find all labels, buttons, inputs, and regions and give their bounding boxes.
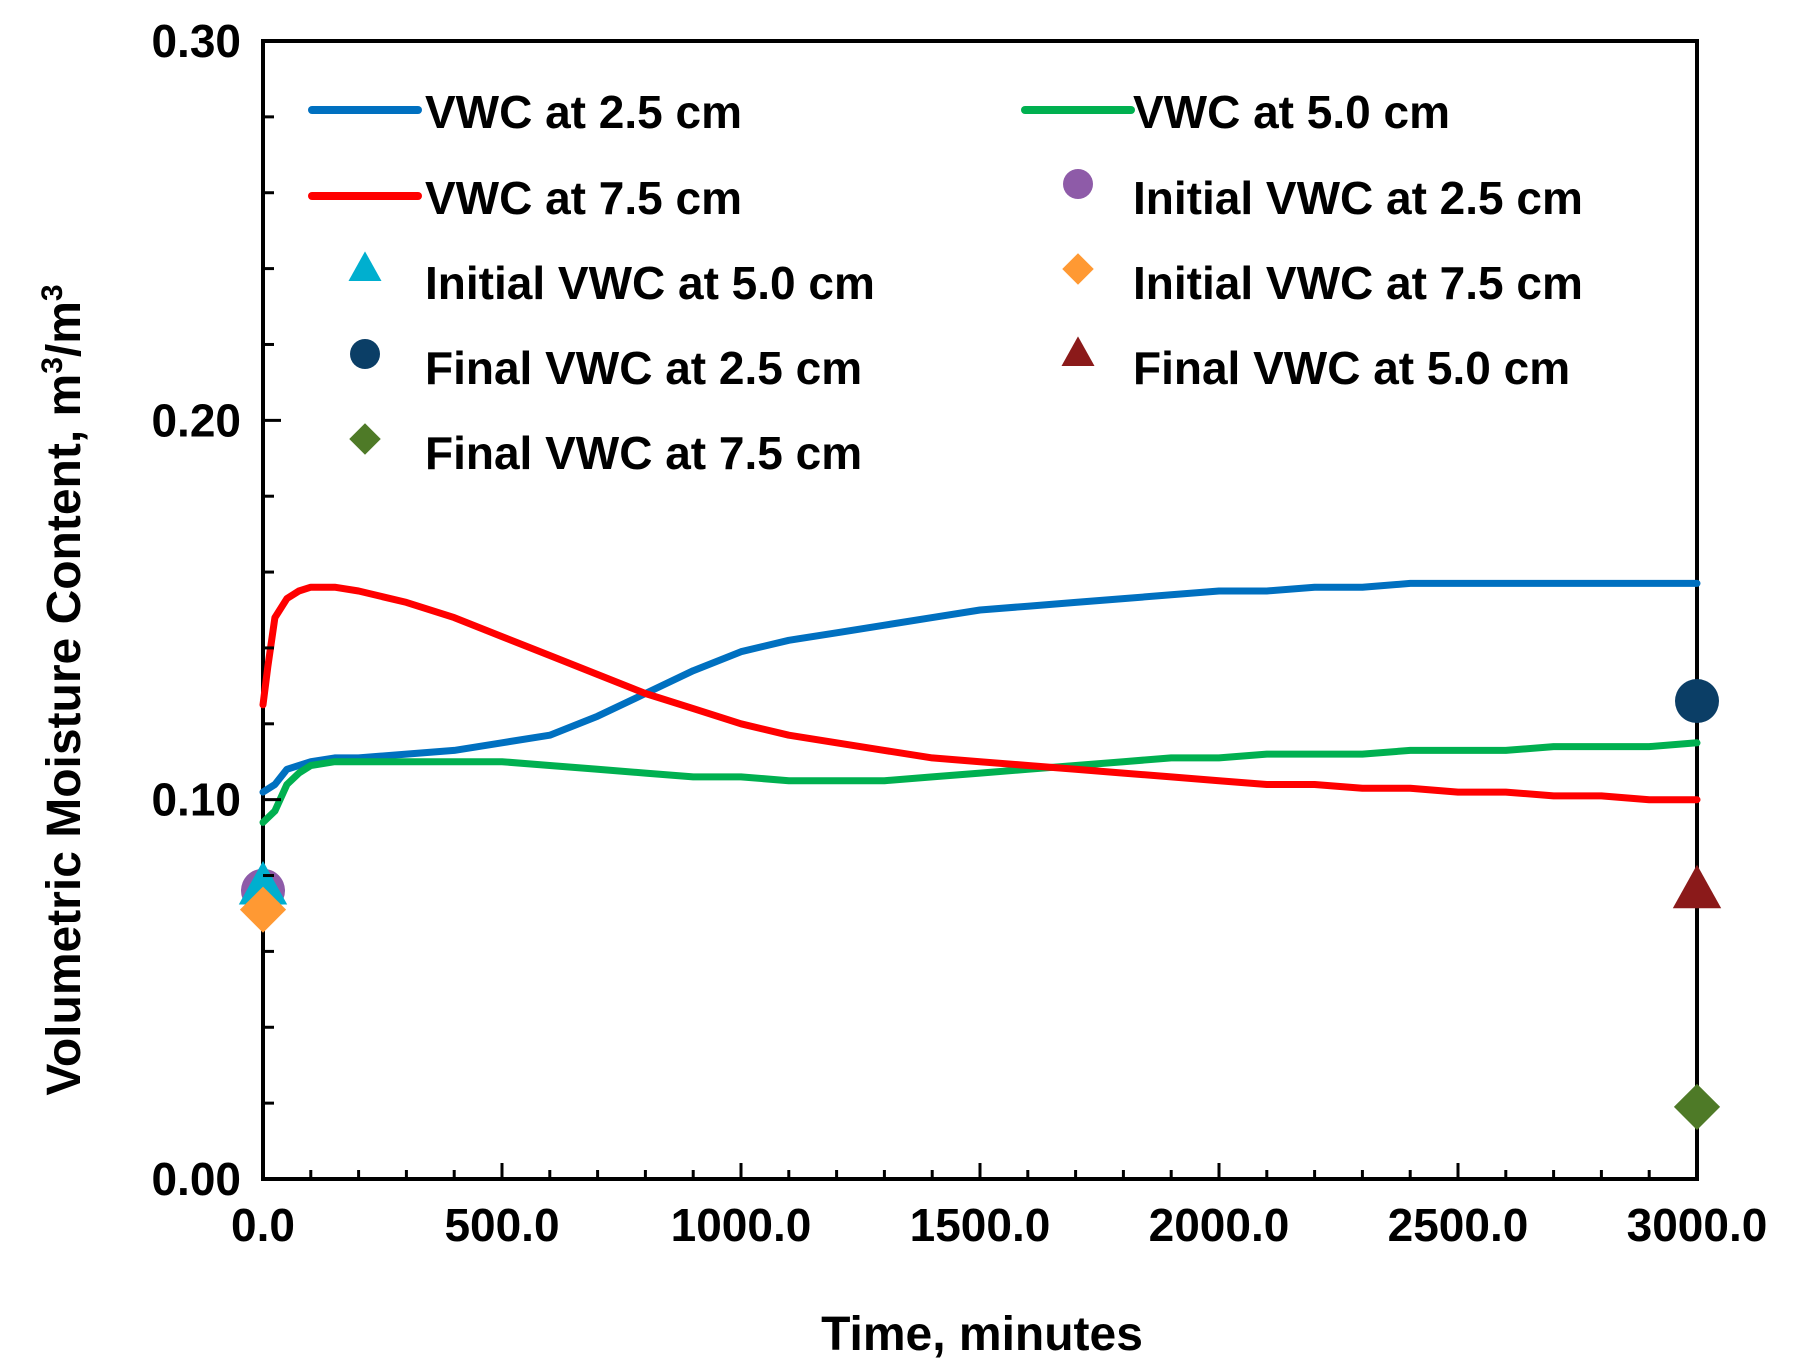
series-line-2 [259, 739, 1701, 826]
legend-label-6: Initial VWC at 7.5 cm [1133, 257, 1583, 309]
point-5 [1672, 864, 1722, 909]
legend-label-4: Initial VWC at 2.5 cm [1133, 172, 1583, 224]
y-tick-label: 0.30 [151, 15, 241, 67]
series-line-3 [259, 583, 1701, 804]
series-line-1 [259, 579, 1701, 796]
legend-swatch-6 [1062, 253, 1094, 285]
marker-layer [238, 679, 1722, 1131]
legend-label-2: VWC at 5.0 cm [1133, 86, 1450, 138]
legend-label-7: Final VWC at 2.5 cm [425, 342, 862, 394]
legend-swatch-4 [1063, 169, 1093, 199]
x-tick-label: 3000.0 [1627, 1199, 1768, 1251]
point-2 [238, 860, 288, 905]
x-tick-label: 500.0 [444, 1199, 559, 1251]
legend-swatch-7 [350, 339, 380, 369]
point-4 [1675, 679, 1719, 724]
legend-label-1: VWC at 2.5 cm [425, 86, 742, 138]
x-tick-label: 2000.0 [1149, 1199, 1290, 1251]
y-axis-title-sup1: 3 [36, 357, 69, 374]
y-axis: 0.00 0.10 0.20 0.30 [151, 15, 281, 1205]
legend-label-3: VWC at 7.5 cm [425, 172, 742, 224]
x-tick-label: 0.0 [231, 1199, 295, 1251]
legend-swatch-5 [348, 251, 382, 281]
legend-label-9: Final VWC at 7.5 cm [425, 427, 862, 479]
x-tick-label: 1000.0 [671, 1199, 812, 1251]
point-3 [239, 886, 287, 933]
x-axis-title: Time, minutes [821, 1308, 1143, 1361]
x-axis: 0.0 500.0 1000.0 1500.0 2000.0 2500.0 3000.0 [231, 1163, 1767, 1251]
series-layer [259, 579, 1701, 826]
x-tick-label: 1500.0 [910, 1199, 1051, 1251]
y-axis-title-main: Volumetric Moisture Content, m [38, 374, 91, 1096]
legend-label-8: Final VWC at 5.0 cm [1133, 342, 1570, 394]
y-axis-title: Volumetric Moisture Content, m3/m3 [36, 284, 91, 1095]
y-axis-title-sup2: 3 [36, 284, 69, 301]
legend-swatch-8 [1061, 336, 1095, 366]
x-tick-label: 2500.0 [1388, 1199, 1529, 1251]
legend-label-5: Initial VWC at 5.0 cm [425, 257, 875, 309]
point-6 [1673, 1083, 1721, 1131]
y-tick-label: 0.20 [151, 394, 241, 446]
legend-swatch-9 [349, 423, 381, 455]
y-axis-title-mid: /m [38, 301, 91, 357]
y-tick-label: 0.00 [151, 1153, 241, 1205]
y-tick-label: 0.10 [151, 774, 241, 826]
legend: VWC at 2.5 cm VWC at 5.0 cm VWC at 7.5 cm I… [308, 86, 1583, 479]
